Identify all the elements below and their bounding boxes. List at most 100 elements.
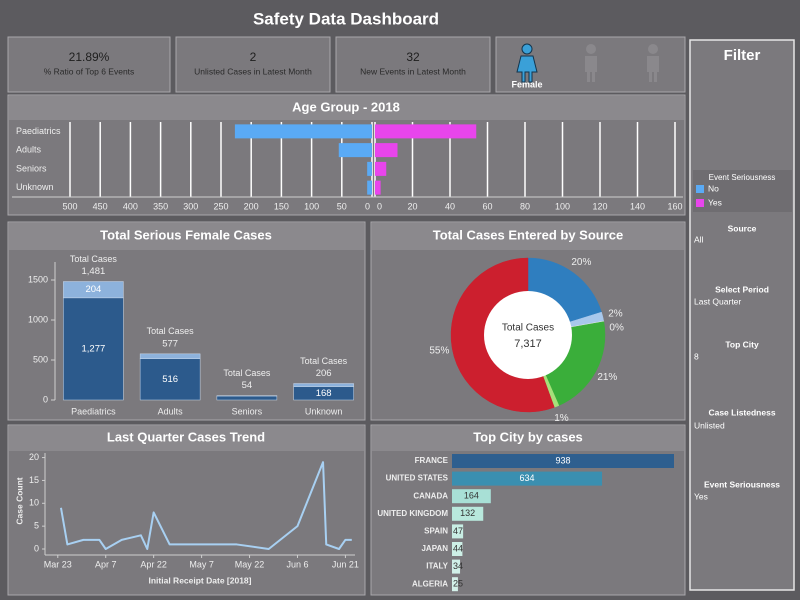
x-tick-label: 140 (630, 201, 645, 211)
kpi-value: 21.89% (69, 50, 110, 64)
value-label: 47 (453, 526, 463, 536)
x-tick-label: 250 (213, 201, 228, 211)
value-label: 168 (316, 388, 332, 399)
x-tick-label: 150 (274, 201, 289, 211)
kpi-label: % Ratio of Top 6 Events (44, 66, 135, 76)
bar (452, 489, 491, 504)
value-label: 34 (453, 561, 463, 571)
value-label: 516 (162, 374, 178, 385)
x-tick-label: May 22 (235, 559, 265, 569)
panel-header (9, 223, 364, 250)
x-tick-label: Paediatrics (71, 406, 116, 416)
slice-label: 21% (597, 372, 617, 383)
category-label: ITALY (426, 562, 448, 571)
x-tick-label: 40 (445, 201, 455, 211)
slice-label: 1% (554, 413, 569, 424)
total-title: Total Cases (70, 254, 118, 264)
bar (375, 161, 387, 176)
filter-label: Event Seriousness (704, 479, 780, 489)
legend-box (693, 170, 792, 212)
y-tick-label: 10 (29, 498, 39, 508)
gender-icon[interactable] (585, 44, 597, 82)
bar-segment (63, 297, 124, 401)
bar (452, 559, 461, 574)
x-tick-label: 500 (62, 201, 77, 211)
panel-header (372, 426, 684, 451)
chart-title: Top City by cases (473, 429, 583, 444)
x-tick-label: 350 (153, 201, 168, 211)
slice-label: 20% (571, 257, 591, 268)
gender-label: Female (511, 79, 542, 89)
x-tick-label: 0 (365, 201, 370, 211)
filter-panel (689, 39, 795, 591)
x-tick-label: 100 (555, 201, 570, 211)
category-label: UNITED KINGDOM (377, 509, 448, 518)
center-label: 7,317 (514, 338, 542, 350)
x-tick-label: Unknown (305, 406, 343, 416)
bar (452, 506, 484, 521)
filter-label: Case Listedness (708, 407, 775, 417)
total-label: 54 (242, 380, 253, 391)
gender-icon[interactable] (647, 44, 659, 82)
x-tick-label: 50 (337, 201, 347, 211)
bar (338, 143, 372, 158)
category-label: FRANCE (415, 456, 449, 465)
category-label: Unknown (16, 182, 54, 192)
bar-segment (216, 395, 278, 401)
bar-segment (293, 383, 354, 387)
filter-value: All (694, 234, 704, 244)
x-axis-label: Initial Receipt Date [2018] (149, 575, 252, 585)
chart-title: Total Serious Female Cases (100, 227, 272, 242)
filter-value: Unlisted (694, 420, 725, 430)
x-tick-label: 80 (520, 201, 530, 211)
x-tick-label: 450 (93, 201, 108, 211)
filter-label: Select Period (715, 284, 769, 294)
chart-title: Total Cases Entered by Source (433, 227, 624, 242)
filter-title: Filter (724, 47, 761, 64)
category-label: SPAIN (424, 527, 448, 536)
filter-value: 8 (694, 351, 699, 361)
legend-swatch (696, 185, 704, 193)
category-label: ALGERIA (412, 579, 448, 588)
legend-title: Event Seriousness (709, 173, 776, 182)
filter-label: Source (728, 223, 757, 233)
value-label: 164 (464, 491, 479, 501)
filter-label: Top City (725, 339, 759, 349)
y-tick-label: 20 (29, 452, 39, 462)
slice-label: 2% (608, 308, 623, 319)
total-title: Total Cases (147, 326, 195, 336)
chart-title: Last Quarter Cases Trend (107, 429, 265, 444)
value-label: 132 (460, 508, 475, 518)
y-tick-label: 1000 (28, 314, 48, 324)
y-tick-label: 5 (34, 521, 39, 531)
category-label: UNITED STATES (386, 474, 449, 483)
x-tick-label: 100 (304, 201, 319, 211)
x-tick-label: Jun 21 (332, 559, 359, 569)
bar (452, 471, 603, 486)
bar (234, 124, 372, 139)
x-tick-label: Adults (158, 406, 184, 416)
x-tick-label: 0 (377, 201, 382, 211)
bar (375, 143, 398, 158)
value-label: 938 (555, 455, 570, 465)
category-label: JAPAN (421, 544, 448, 553)
bar (375, 180, 381, 195)
y-axis-label: Case Count (14, 477, 24, 524)
trend-line (59, 461, 352, 550)
x-tick-label: 400 (123, 201, 138, 211)
total-label: 577 (162, 338, 178, 349)
x-tick-label: 120 (592, 201, 607, 211)
dashboard-title: Safety Data Dashboard (253, 9, 439, 28)
value-label: 44 (453, 543, 463, 553)
x-tick-label: Apr 7 (95, 559, 117, 569)
female-icon[interactable] (516, 43, 538, 83)
category-label: Seniors (16, 163, 47, 173)
value-label: 1,277 (81, 343, 105, 354)
bar (367, 161, 372, 176)
x-tick-label: Apr 22 (140, 559, 167, 569)
y-tick-label: 0 (34, 543, 39, 553)
y-tick-label: 0 (43, 394, 48, 404)
value-label: 204 (85, 284, 101, 295)
panel-header (372, 223, 684, 250)
